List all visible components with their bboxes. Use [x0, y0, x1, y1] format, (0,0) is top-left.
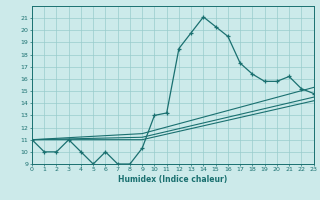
X-axis label: Humidex (Indice chaleur): Humidex (Indice chaleur) — [118, 175, 228, 184]
